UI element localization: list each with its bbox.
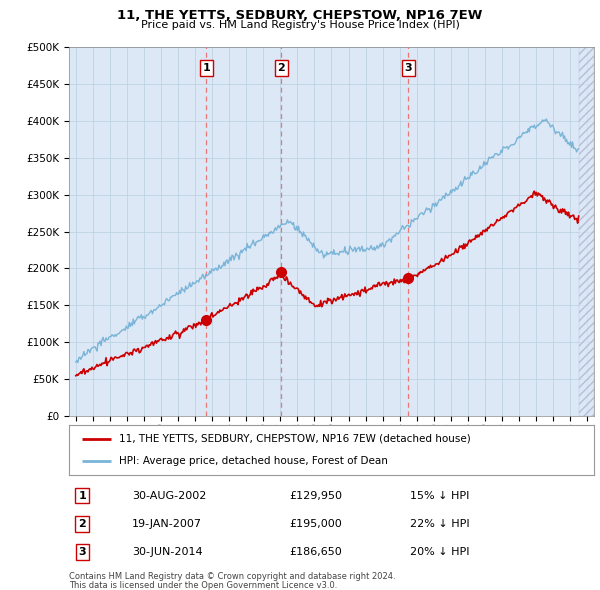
Text: Price paid vs. HM Land Registry's House Price Index (HPI): Price paid vs. HM Land Registry's House … [140, 20, 460, 30]
Text: 1: 1 [203, 63, 210, 73]
Text: 3: 3 [404, 63, 412, 73]
Text: HPI: Average price, detached house, Forest of Dean: HPI: Average price, detached house, Fore… [119, 457, 388, 467]
Text: 15% ↓ HPI: 15% ↓ HPI [410, 491, 470, 500]
Text: 22% ↓ HPI: 22% ↓ HPI [410, 519, 470, 529]
Text: £129,950: £129,950 [290, 491, 343, 500]
Text: 20% ↓ HPI: 20% ↓ HPI [410, 548, 470, 557]
Text: 19-JAN-2007: 19-JAN-2007 [132, 519, 202, 529]
Text: This data is licensed under the Open Government Licence v3.0.: This data is licensed under the Open Gov… [69, 581, 337, 589]
Text: 1: 1 [78, 491, 86, 500]
Text: 30-JUN-2014: 30-JUN-2014 [132, 548, 203, 557]
Bar [578, 47, 594, 416]
Text: 3: 3 [79, 548, 86, 557]
Text: 11, THE YETTS, SEDBURY, CHEPSTOW, NP16 7EW: 11, THE YETTS, SEDBURY, CHEPSTOW, NP16 7… [118, 9, 482, 22]
Text: 11, THE YETTS, SEDBURY, CHEPSTOW, NP16 7EW (detached house): 11, THE YETTS, SEDBURY, CHEPSTOW, NP16 7… [119, 434, 470, 444]
Text: 30-AUG-2002: 30-AUG-2002 [132, 491, 206, 500]
Text: £195,000: £195,000 [290, 519, 342, 529]
Text: Contains HM Land Registry data © Crown copyright and database right 2024.: Contains HM Land Registry data © Crown c… [69, 572, 395, 581]
Text: 2: 2 [277, 63, 285, 73]
Text: £186,650: £186,650 [290, 548, 342, 557]
Text: 2: 2 [78, 519, 86, 529]
